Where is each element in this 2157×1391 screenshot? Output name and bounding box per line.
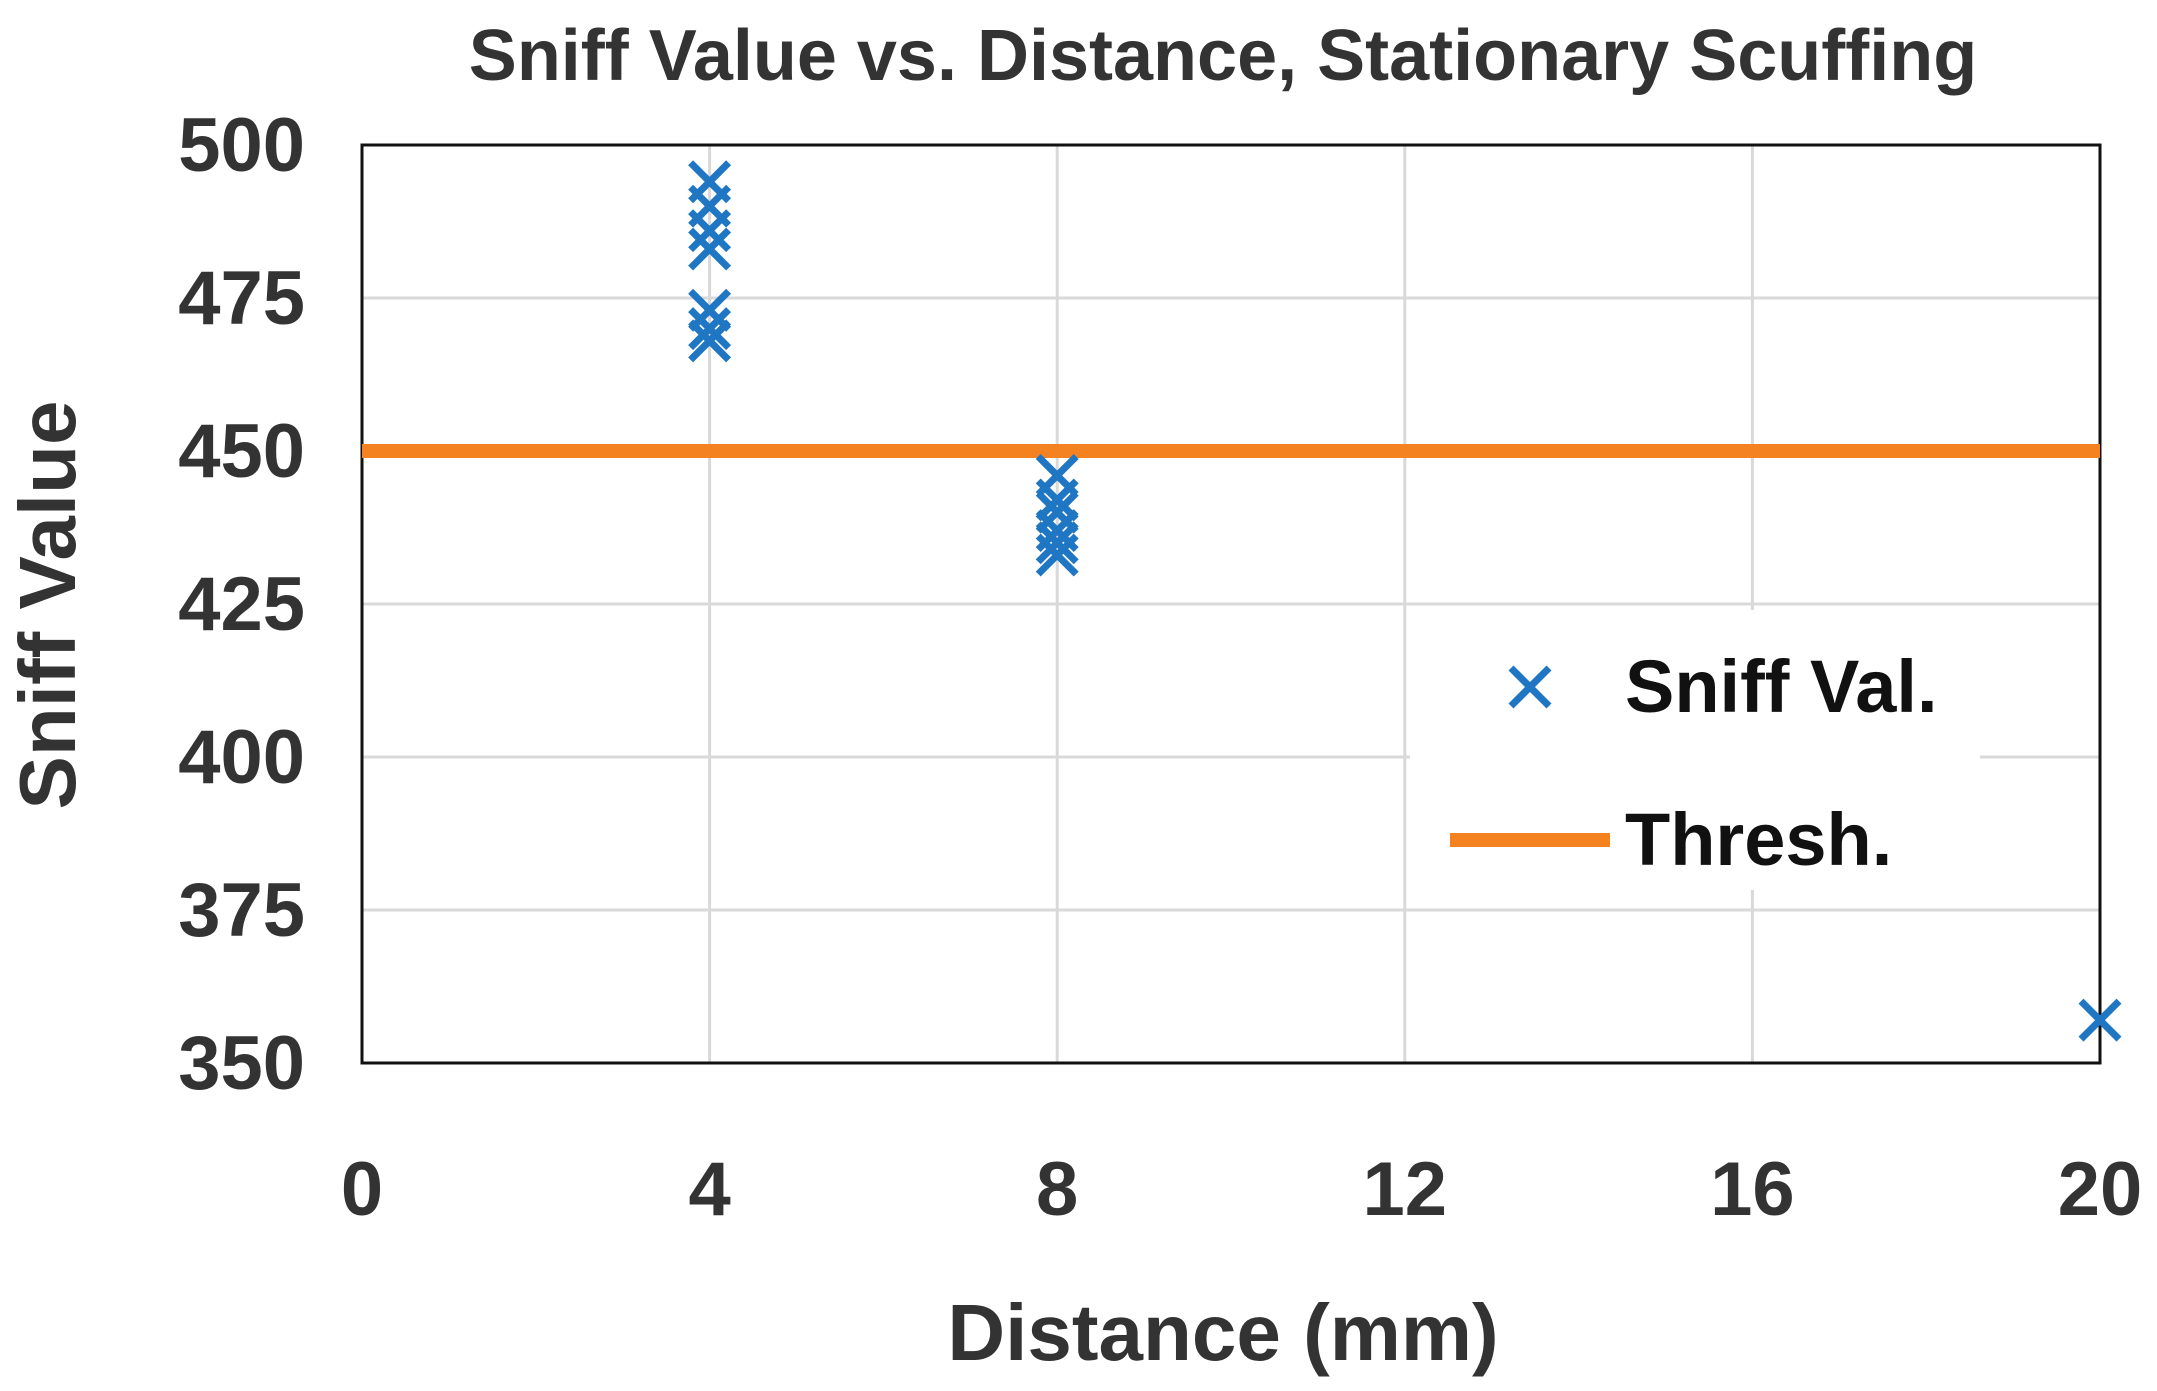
legend-marker-sniff-val xyxy=(1508,665,1552,709)
legend-x-marker xyxy=(1508,665,1552,709)
x-tick-label: 16 xyxy=(1710,1147,1795,1232)
x-tick-label: 8 xyxy=(1036,1147,1078,1232)
grid-lines xyxy=(360,143,2102,1065)
y-tick-label: 425 xyxy=(178,562,305,647)
x-tick-label: 4 xyxy=(688,1147,730,1232)
data-point-sniff-val xyxy=(688,307,732,351)
data-point-sniff-val xyxy=(1035,490,1079,534)
data-point-sniff-val xyxy=(688,227,732,271)
legend-label-thresh: Thresh. xyxy=(1625,798,1892,881)
plot-area-border xyxy=(360,143,2102,1065)
data-point-sniff-val xyxy=(2078,998,2122,1042)
y-axis-title: Sniff Value xyxy=(3,401,92,810)
data-point-sniff-val xyxy=(688,209,732,253)
y-tick-label: 475 xyxy=(178,256,305,341)
x-tick-label: 12 xyxy=(1363,1147,1448,1232)
chart-title: Sniff Value vs. Distance, Stationary Scu… xyxy=(469,16,1977,96)
y-tick-label: 400 xyxy=(178,715,305,800)
y-tick-label: 350 xyxy=(178,1021,305,1106)
data-point-sniff-val xyxy=(1035,478,1079,522)
tick-labels: 0 4 8 12 16 20 350 375 400 425 450 475 500 xyxy=(178,103,2142,1232)
x-tick-label: 0 xyxy=(341,1147,383,1232)
y-tick-label: 375 xyxy=(178,868,305,953)
x-tick-label: 20 xyxy=(2058,1147,2143,1232)
data-point-sniff-val xyxy=(1035,521,1079,565)
legend: Sniff Val. Thresh. xyxy=(1410,610,1980,890)
data-point-sniff-val xyxy=(1035,533,1079,577)
x-axis-title: Distance (mm) xyxy=(947,1288,1498,1377)
series-layer xyxy=(362,160,2122,1042)
legend-label-sniff-val: Sniff Val. xyxy=(1625,645,1938,728)
data-point-sniff-val xyxy=(688,288,732,332)
y-tick-label: 450 xyxy=(178,409,305,494)
y-tick-label: 500 xyxy=(178,103,305,188)
data-point-sniff-val xyxy=(688,319,732,363)
